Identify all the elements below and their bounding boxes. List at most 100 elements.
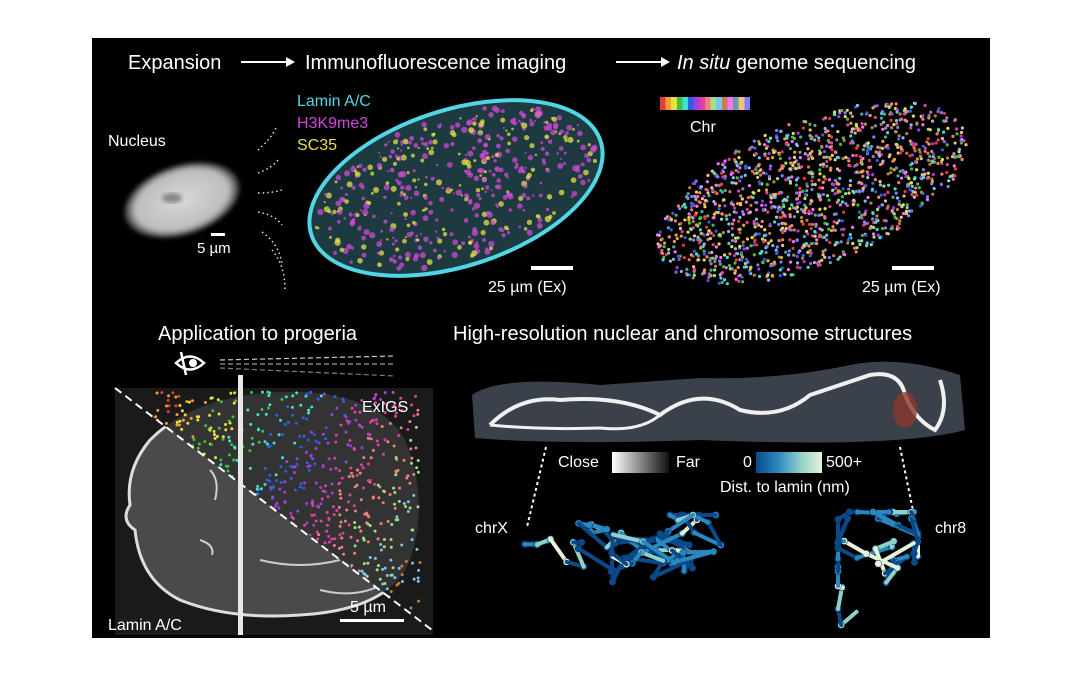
signal-dot (435, 179, 443, 186)
locus-dot (404, 505, 408, 509)
locus-dot (873, 178, 877, 182)
locus-dot (798, 200, 802, 204)
locus-dot (725, 255, 729, 260)
locus-dot (926, 158, 931, 162)
locus-dot (720, 280, 724, 285)
locus-dot (374, 393, 378, 397)
signal-dot (529, 121, 535, 127)
locus-dot (854, 146, 859, 150)
structures-title: High-resolution nuclear and chromosome s… (453, 323, 912, 345)
locus-dot (886, 172, 890, 176)
locus-dot (688, 237, 692, 241)
signal-dot (386, 170, 390, 173)
locus-dot (939, 111, 943, 115)
locus-dot (757, 232, 761, 236)
locus-dot (669, 217, 673, 221)
locus-dot (853, 246, 857, 250)
locus-dot (875, 227, 879, 232)
section-plane (238, 375, 243, 635)
locus-dot (758, 142, 762, 146)
scale-label: 25 µm (Ex) (862, 279, 941, 296)
locus-dot (716, 175, 720, 179)
locus-dot (341, 531, 345, 535)
locus-dot (338, 524, 342, 528)
locus-dot (400, 573, 404, 577)
signal-dot (544, 134, 550, 140)
locus-dot (284, 395, 288, 399)
locus-dot (711, 243, 715, 247)
signal-dot (544, 215, 552, 223)
locus-dot (905, 132, 909, 136)
locus-dot (843, 111, 847, 115)
locus-dot (707, 220, 711, 224)
locus-dot (806, 250, 810, 254)
locus-dot (788, 156, 792, 160)
locus-dot (410, 461, 414, 465)
locus-dot (673, 219, 678, 223)
signal-dot (428, 139, 433, 145)
locus-dot (880, 146, 884, 150)
locus-dot (873, 124, 878, 128)
locus-dot (780, 174, 784, 178)
signal-dot (580, 144, 587, 151)
chromatin-node (874, 559, 882, 568)
locus-dot (913, 176, 917, 180)
locus-dot (175, 420, 179, 424)
locus-dot (735, 176, 739, 180)
locus-dot (863, 212, 867, 216)
signal-dot (483, 142, 489, 148)
locus-dot (858, 242, 862, 246)
signal-dot (466, 119, 473, 126)
locus-dot (315, 530, 319, 534)
locus-dot (870, 187, 875, 191)
signal-dot (423, 182, 428, 187)
locus-dot (350, 406, 354, 410)
locus-dot (210, 396, 214, 400)
locus-dot (691, 276, 695, 280)
locus-dot (735, 164, 739, 168)
locus-dot (417, 599, 421, 603)
locus-dot (388, 422, 392, 426)
locus-dot (334, 433, 338, 437)
locus-dot (814, 241, 819, 246)
locus-dot (226, 464, 230, 468)
dist-max-label: 500+ (826, 454, 862, 471)
locus-dot (400, 543, 404, 547)
locus-dot (326, 495, 330, 499)
locus-dot (196, 446, 200, 450)
locus-dot (283, 422, 287, 426)
locus-dot (324, 437, 328, 441)
locus-dot (261, 429, 265, 433)
signal-dot (339, 247, 345, 253)
locus-dot (339, 496, 343, 500)
locus-dot (160, 391, 164, 395)
locus-dot (728, 213, 732, 217)
locus-dot (382, 401, 386, 405)
locus-dot (880, 109, 884, 114)
locus-dot (889, 227, 893, 231)
locus-dot (702, 252, 707, 256)
locus-dot (929, 110, 933, 114)
locus-dot (416, 470, 420, 474)
signal-dot (426, 259, 433, 266)
locus-dot (925, 140, 929, 144)
locus-dot (700, 197, 704, 201)
signal-dot (524, 166, 527, 169)
locus-dot (848, 183, 852, 187)
locus-dot (309, 454, 313, 458)
locus-dot (397, 499, 401, 503)
locus-dot (908, 188, 912, 192)
signal-dot (400, 171, 407, 178)
locus-dot (847, 191, 851, 195)
signal-dot (389, 167, 395, 173)
locus-dot (925, 176, 930, 180)
signal-dot (570, 177, 577, 183)
locus-dot (211, 409, 215, 413)
locus-dot (742, 223, 746, 227)
locus-dot (369, 437, 373, 441)
signal-dot (383, 219, 388, 224)
locus-dot (897, 181, 901, 185)
signal-dot (362, 167, 367, 172)
locus-dot (764, 146, 769, 150)
locus-dot (248, 466, 252, 470)
